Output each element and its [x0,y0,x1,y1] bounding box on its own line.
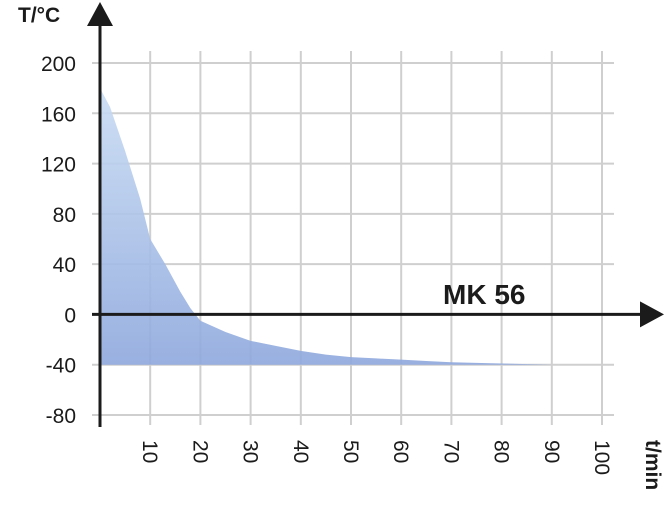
axes [87,2,664,427]
y-tick-label: 80 [53,204,76,227]
tick-labels: 200 160 120 80 40 0 -40 -80 10 20 30 40 50 60 70 80 90 10… [41,53,613,475]
x-tick-label: 60 [389,440,412,463]
cooling-curve-area [100,88,552,365]
x-tick-label: 20 [188,440,211,463]
x-axis-arrow [640,301,664,328]
y-tick-label: -80 [46,405,76,428]
x-tick-label: 30 [239,440,262,463]
x-tick-label: 100 [590,440,613,475]
x-tick-label: 40 [289,440,312,463]
y-tick-label: 0 [64,304,76,327]
y-axis-title: T/°C [18,4,60,27]
area-series [100,88,552,365]
x-tick-label: 50 [339,440,362,463]
y-tick-label: -40 [46,355,76,378]
x-tick-label: 80 [490,440,513,463]
y-tick-label: 160 [41,103,76,126]
y-tick-label: 40 [53,254,76,277]
x-tick-label: 70 [439,440,462,463]
x-tick-label: 90 [540,440,563,463]
grid [92,51,614,425]
y-tick-label: 200 [41,53,76,76]
y-tick-label: 120 [41,154,76,177]
x-tick-label: 10 [138,440,161,463]
x-axis-title: t/min [641,440,664,490]
series-annotation: MK 56 [443,279,525,310]
y-axis-arrow [87,2,113,26]
